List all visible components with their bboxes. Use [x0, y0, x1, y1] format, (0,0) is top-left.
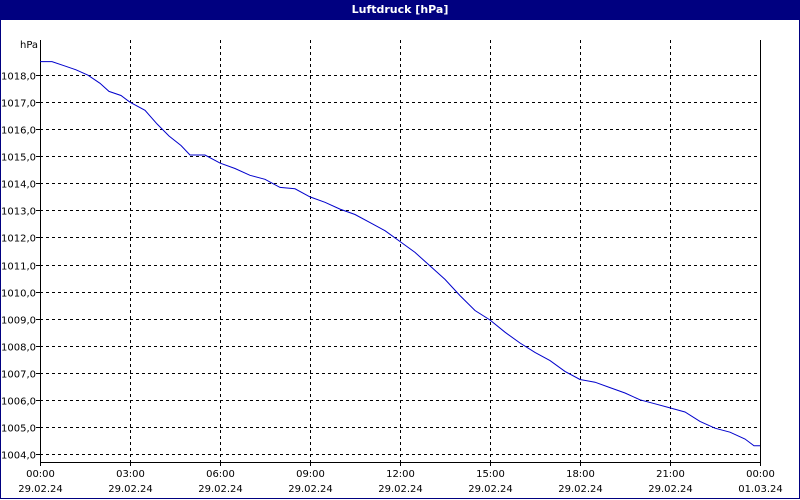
x-tick-date-label: 29.02.24: [288, 484, 333, 495]
x-tick-date-label: 29.02.24: [378, 484, 423, 495]
y-tick-label: 1011,0: [1, 262, 36, 273]
x-tick-date-label: 29.02.24: [468, 484, 513, 495]
pressure-series-line: [40, 61, 760, 447]
axes: [36, 40, 761, 466]
y-tick-label: 1016,0: [1, 126, 36, 137]
y-axis-unit-label: hPa: [20, 40, 38, 51]
x-tick-time-label: 18:00: [566, 469, 595, 480]
x-tick-time-label: 06:00: [206, 469, 235, 480]
grid: [40, 40, 761, 462]
x-tick-time-label: 00:00: [26, 469, 55, 480]
x-tick-date-label: 29.02.24: [558, 484, 603, 495]
y-tick-label: 1010,0: [1, 289, 36, 300]
y-tick-label: 1009,0: [1, 316, 36, 327]
x-ticks: 00:00 29.02.24 03:00 29.02.24 06:00 29.02.24 0…: [18, 469, 783, 495]
x-tick-time-label: 09:00: [296, 469, 325, 480]
y-tick-label: 1015,0: [1, 153, 36, 164]
x-tick-time-label: 21:00: [656, 469, 685, 480]
x-tick-date-label: 29.02.24: [18, 484, 63, 495]
chart-title: Luftdruck [hPa]: [0, 0, 800, 20]
x-tick-date-label: 29.02.24: [648, 484, 693, 495]
x-tick-date-label: 29.02.24: [198, 484, 243, 495]
y-tick-label: 1005,0: [1, 424, 36, 435]
y-ticks: 1018,0 1017,0 1016,0 1015,0 1014,0 1013,0 1012…: [1, 72, 36, 462]
x-tick-time-label: 12:00: [386, 469, 415, 480]
y-tick-label: 1004,0: [1, 451, 36, 462]
x-tick-date-label: 29.02.24: [108, 484, 153, 495]
x-tick-date-label: 01.03.24: [738, 484, 783, 495]
y-tick-label: 1012,0: [1, 234, 36, 245]
y-tick-label: 1017,0: [1, 99, 36, 110]
y-tick-label: 1013,0: [1, 207, 36, 218]
x-tick-time-label: 00:00: [746, 469, 775, 480]
y-tick-label: 1014,0: [1, 180, 36, 191]
series-layer: [40, 61, 760, 447]
y-tick-label: 1006,0: [1, 397, 36, 408]
y-tick-label: 1018,0: [1, 72, 36, 83]
y-tick-label: 1007,0: [1, 370, 36, 381]
y-tick-label: 1008,0: [1, 343, 36, 354]
x-tick-time-label: 03:00: [116, 469, 145, 480]
x-tick-time-label: 15:00: [476, 469, 505, 480]
